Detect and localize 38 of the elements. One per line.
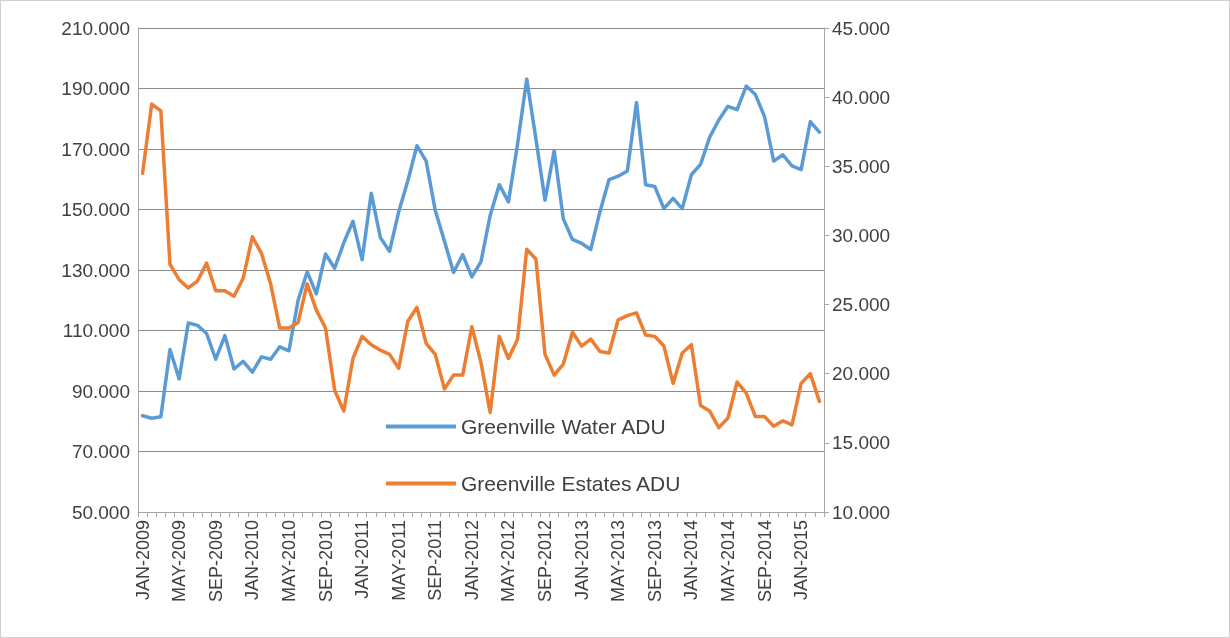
y-tick-label: 190.000 (61, 78, 130, 99)
y2-tick-label: 40.000 (832, 86, 891, 108)
legend-label: Greenville Water ADU (461, 415, 666, 438)
x-tick-label: MAY-2013 (608, 520, 629, 603)
x-tick-label: JAN-2012 (461, 520, 482, 601)
y-tick-label: 50.000 (71, 501, 130, 523)
y-tick-label: 90.000 (71, 380, 130, 402)
y2-tick-label: 45.000 (832, 17, 891, 39)
y-tick-label: 130.000 (61, 259, 130, 281)
x-tick-label: SEP-2011 (425, 520, 446, 601)
y2-tick-label: 15.000 (832, 432, 891, 454)
x-tick-label: JAN-2013 (571, 520, 592, 601)
y2-tick-label: 30.000 (832, 224, 891, 246)
y2-tick-label: 25.000 (832, 294, 891, 316)
y-tick-label: 110.000 (62, 320, 130, 341)
x-tick-label: JAN-2009 (132, 520, 153, 601)
x-tick-label: JAN-2014 (681, 520, 702, 601)
y-tick-label: 150.000 (61, 199, 130, 220)
x-tick-label: SEP-2014 (754, 520, 775, 603)
y2-tick-label: 10.000 (832, 501, 891, 523)
x-tick-label: MAY-2012 (498, 520, 519, 603)
x-tick-label: MAY-2009 (169, 520, 190, 603)
x-tick-label: SEP-2012 (535, 520, 556, 603)
x-tick-label: MAY-2014 (717, 520, 738, 603)
y2-tick-label: 35.000 (832, 155, 891, 177)
x-tick-label: JAN-2015 (791, 520, 812, 601)
x-tick-label: SEP-2010 (315, 520, 336, 603)
x-tick-label: MAY-2010 (278, 520, 299, 603)
x-tick-label: SEP-2009 (205, 520, 226, 603)
y-tick-label: 70.000 (71, 441, 130, 462)
x-tick-label: MAY-2011 (388, 520, 409, 601)
y-tick-label: 170.000 (61, 138, 130, 160)
y2-tick-label: 20.000 (832, 363, 891, 385)
x-tick-label: SEP-2013 (644, 520, 665, 603)
legend-label: Greenville Estates ADU (461, 472, 681, 495)
y-tick-label: 210.000 (61, 17, 130, 39)
x-tick-label: JAN-2010 (242, 520, 263, 601)
x-tick-label: JAN-2011 (352, 520, 373, 599)
